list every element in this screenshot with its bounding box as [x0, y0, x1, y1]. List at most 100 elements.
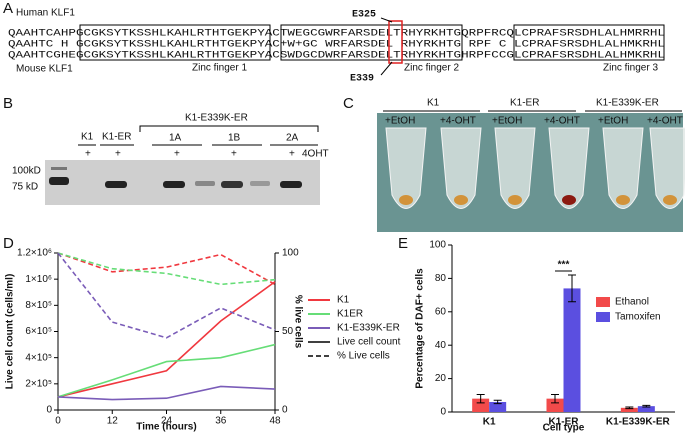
y-tick-label: 6×10⁵	[25, 326, 52, 337]
pointer	[380, 17, 393, 23]
pellet	[663, 195, 677, 205]
pellet	[399, 195, 413, 205]
y-tick-label: 100	[429, 240, 446, 251]
percent-line	[57, 252, 276, 286]
marker-label: 100kD	[12, 166, 41, 177]
domain-box	[79, 24, 271, 61]
lane-label: 1A	[169, 133, 182, 144]
domain-label: Zinc finger 1	[192, 63, 247, 74]
domain-label: Zinc finger 2	[404, 63, 459, 74]
tube	[494, 127, 536, 209]
y-tick-label: 1×10⁶	[25, 274, 52, 285]
lane-label: K1	[81, 132, 94, 143]
mutation-label: E325	[352, 10, 376, 21]
error-bar	[493, 399, 502, 405]
treatment-mark: +	[85, 149, 91, 160]
x-tick-label: 24	[161, 416, 173, 427]
legend-label: K1ER	[337, 309, 363, 320]
condition-label: +4-OHT	[440, 116, 476, 127]
y2-tick-label: 100	[282, 248, 299, 259]
x-axis-label: Cell type	[543, 423, 585, 434]
bar	[637, 406, 655, 412]
x-tick-label: K1-E339K-ER	[606, 417, 671, 428]
domain-box	[513, 24, 665, 61]
legend-label: K1	[337, 295, 350, 306]
panel-e: E 0 20 40 60 80 100 Percentage of DAF+ cells Cel…	[398, 235, 675, 434]
y2-tick-label: 50	[282, 326, 294, 337]
panel-label: A	[3, 0, 13, 17]
percent-line	[57, 252, 276, 339]
lane-label: 1B	[228, 133, 241, 144]
mutation-box	[388, 20, 403, 64]
x-tick-label: 0	[55, 416, 61, 427]
legend-swatch	[596, 297, 610, 307]
lane-label: 2A	[286, 133, 299, 144]
treatment-mark: +	[174, 149, 180, 160]
legend-label: Tamoxifen	[615, 312, 661, 323]
tube	[385, 127, 427, 209]
y2-axis-label: % live cells	[292, 295, 303, 349]
bracket	[139, 125, 319, 132]
x-axis-label: Time (hours)	[136, 422, 196, 433]
panel-b: B K1-E339K-ER K1 K1-ER 1A 1B 2A + + + + …	[3, 95, 329, 205]
legend-label: % Live cells	[337, 351, 390, 362]
condition-label: +4-OHT	[544, 116, 580, 127]
y-tick-label: 0	[440, 407, 446, 418]
y-axis-label: Percentage of DAF+ cells	[415, 268, 426, 389]
y-axis-label: Live cell count (cells/ml)	[5, 274, 16, 390]
y2-tick-label: 0	[282, 405, 288, 416]
x-tick-label: 12	[107, 416, 119, 427]
tube	[440, 127, 482, 209]
band	[49, 177, 69, 185]
y-tick-label: 0	[46, 405, 52, 416]
pellet	[454, 195, 468, 205]
condition-label: +EtOH	[385, 116, 415, 127]
treatment-mark: +	[289, 149, 295, 160]
pellet	[562, 195, 576, 205]
y-tick-label: 20	[435, 373, 447, 384]
tube	[602, 127, 644, 209]
pointer	[380, 61, 393, 76]
x-tick-label: 48	[269, 416, 281, 427]
annotation: ***	[558, 260, 570, 271]
pellet	[616, 195, 630, 205]
panel-label: B	[3, 95, 13, 112]
error-bar	[476, 393, 485, 404]
band	[250, 181, 270, 186]
pellet	[508, 195, 522, 205]
group-label: K1-E339K-ER	[596, 98, 659, 109]
marker-label: 75 kD	[12, 182, 38, 193]
condition-label: +4-OHT	[647, 116, 683, 127]
sequence: QAAHTC H GCGKSYTKSSHLKAHLRTHTGEKPYAC+W+G…	[8, 40, 665, 51]
x-tick-label: K1-ER	[548, 417, 579, 428]
bar	[563, 288, 581, 412]
group-label: K1	[427, 98, 440, 109]
domain-label: Zinc finger 3	[603, 63, 658, 74]
panel-c: C K1 K1-ER K1-E339K-ER +EtOH +4-OHT +EtO…	[343, 95, 685, 232]
x-tick-label: K1	[483, 417, 496, 428]
y-tick-label: 1.2×10⁶	[17, 248, 52, 259]
bar	[489, 401, 507, 412]
mutation-label: E339	[350, 74, 374, 85]
bar	[620, 407, 638, 412]
panel-a: A Human KLF1 QAAHTCAHPGCGKSYTKSSHLKAHLRT…	[3, 0, 665, 85]
band	[163, 181, 185, 188]
y-tick-label: 40	[435, 340, 447, 351]
panel-label: C	[343, 95, 354, 112]
panel-label: E	[398, 235, 408, 252]
y-tick-label: 2×10⁵	[25, 378, 52, 389]
error-bar	[551, 393, 559, 404]
legend-label: K1-E339K-ER	[337, 323, 400, 334]
count-line	[57, 343, 276, 398]
group-label: K1-ER	[510, 98, 539, 109]
tubes	[385, 127, 685, 209]
error-bar	[625, 406, 634, 410]
band	[221, 181, 243, 188]
panel-d: D 0 2×10⁵ 4×10⁵ 6×10⁵ 8×10⁵ 1×10⁶ 1.2×10⁶ 0 50 100…	[3, 235, 401, 433]
legend-swatch	[596, 312, 610, 322]
bar	[546, 398, 564, 412]
y-tick-label: 4×10⁵	[25, 352, 52, 363]
count-line	[57, 281, 276, 398]
treatment-mark: +	[115, 149, 121, 160]
